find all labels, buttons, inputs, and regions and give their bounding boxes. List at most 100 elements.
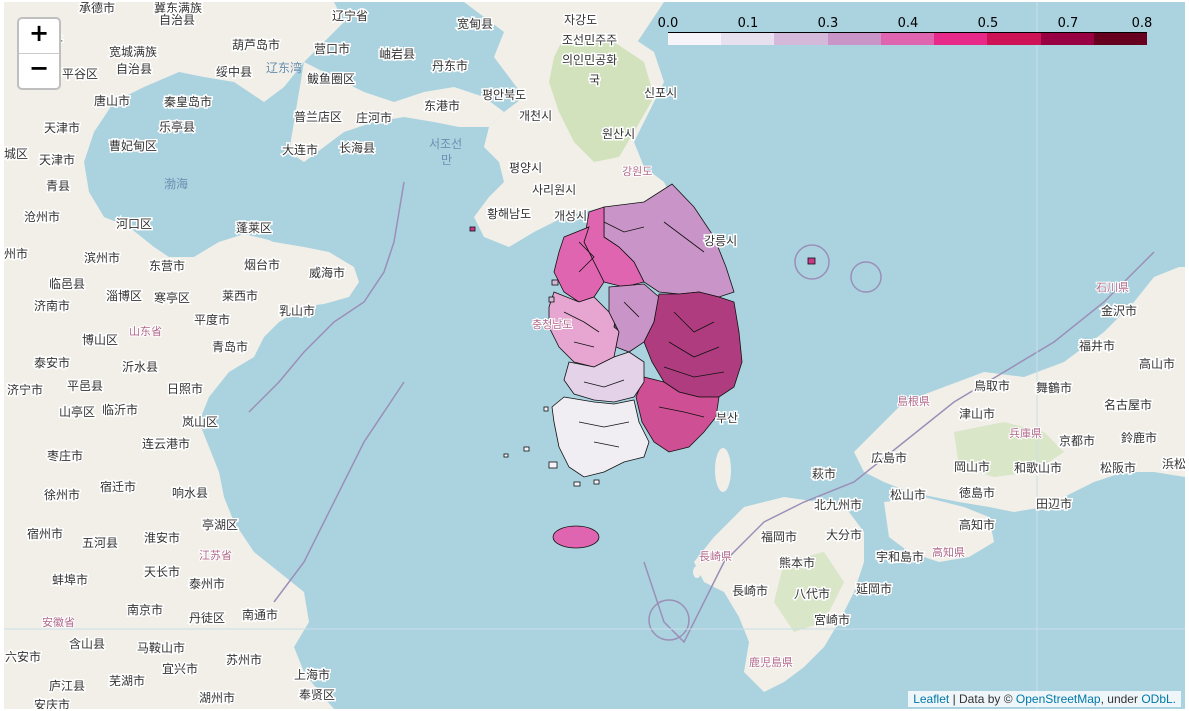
svg-text:济南市: 济南市 (34, 298, 70, 313)
legend-color-step (721, 33, 775, 45)
svg-text:响水县: 响水县 (172, 485, 208, 500)
svg-text:蚌埠市: 蚌埠市 (52, 572, 88, 587)
svg-text:丹徒区: 丹徒区 (189, 611, 225, 625)
svg-text:熊本市: 熊本市 (779, 555, 815, 570)
svg-text:葫芦岛市: 葫芦岛市 (232, 37, 280, 52)
svg-text:鳥取市: 鳥取市 (974, 378, 1010, 393)
svg-text:渤海: 渤海 (164, 176, 188, 191)
svg-text:自治县: 自治县 (116, 62, 152, 76)
svg-text:安徽省: 安徽省 (42, 615, 75, 629)
svg-text:亭湖区: 亭湖区 (202, 517, 238, 532)
svg-text:宿迁市: 宿迁市 (100, 479, 136, 494)
svg-text:普兰店区: 普兰店区 (294, 110, 342, 124)
svg-text:山东省: 山东省 (129, 325, 162, 338)
svg-text:马鞍山市: 马鞍山市 (137, 640, 185, 655)
zoom-in-button[interactable]: + (19, 19, 59, 54)
osm-link[interactable]: OpenStreetMap (1015, 692, 1101, 706)
region-gyeongnam (635, 376, 720, 453)
svg-text:宜兴市: 宜兴市 (162, 661, 198, 676)
region-jeonbuk (563, 351, 645, 403)
legend-tick: 0.4 (897, 16, 919, 31)
svg-text:황해남도: 황해남도 (487, 207, 531, 221)
svg-text:北九州市: 北九州市 (814, 497, 862, 512)
svg-text:福岡市: 福岡市 (761, 529, 797, 544)
legend-color-step (1093, 33, 1147, 45)
svg-text:天津市: 天津市 (39, 152, 75, 167)
region-jeju (552, 525, 600, 549)
north-korea-green (549, 37, 654, 162)
svg-text:長崎市: 長崎市 (732, 583, 768, 598)
svg-text:营口市: 营口市 (314, 41, 350, 56)
svg-text:만: 만 (441, 153, 452, 167)
legend-tick: 0.7 (1057, 16, 1079, 31)
svg-text:威海市: 威海市 (309, 265, 345, 280)
svg-text:唐山市: 唐山市 (94, 93, 130, 108)
svg-text:曹妃甸区: 曹妃甸区 (109, 139, 157, 153)
odbl-link[interactable]: ODbL. (1141, 692, 1176, 706)
svg-text:临沂市: 临沂市 (102, 402, 138, 417)
svg-text:淮安市: 淮安市 (144, 530, 180, 545)
legend-color-step (827, 33, 881, 45)
svg-text:江苏省: 江苏省 (199, 549, 232, 562)
svg-text:日照市: 日照市 (167, 381, 203, 396)
svg-text:鈴鹿市: 鈴鹿市 (1121, 430, 1157, 445)
svg-text:사리원시: 사리원시 (532, 183, 576, 197)
legend-color-step (668, 33, 722, 45)
svg-text:宽甸县: 宽甸县 (457, 16, 493, 31)
svg-text:조선민주주: 조선민주주 (562, 33, 617, 47)
svg-text:平邑县: 平邑县 (67, 379, 103, 393)
legend-color-step (1040, 33, 1094, 45)
svg-text:宽城满族: 宽城满族 (109, 44, 157, 59)
svg-text:山亭区: 山亭区 (59, 404, 95, 419)
legend-color-step (987, 33, 1041, 45)
zoom-control: + − (17, 17, 61, 90)
svg-text:河口区: 河口区 (116, 217, 152, 231)
map-container[interactable]: 承德市 冀东满族 自治县 营子 宽城满族 自治县 平谷区 唐山市 秦皇岛市 天津… (4, 2, 1185, 709)
svg-text:庐江县: 庐江县 (49, 678, 85, 693)
svg-text:岡山市: 岡山市 (954, 459, 990, 474)
svg-text:淄博区: 淄博区 (106, 288, 142, 303)
color-legend: 0.0 0.1 0.3 0.4 0.5 0.7 0.8 (658, 14, 1152, 54)
svg-text:大分市: 大分市 (826, 527, 862, 542)
svg-text:高山市: 高山市 (1139, 356, 1175, 371)
svg-text:蓬莱区: 蓬莱区 (236, 221, 272, 235)
svg-text:松山市: 松山市 (890, 487, 926, 502)
svg-text:金沢市: 金沢市 (1101, 303, 1137, 318)
legend-color-step (880, 33, 935, 45)
leaflet-link[interactable]: Leaflet (913, 692, 950, 706)
svg-text:평안북도: 평안북도 (482, 88, 526, 102)
svg-text:和歌山市: 和歌山市 (1014, 460, 1062, 475)
svg-text:長崎県: 長崎県 (699, 549, 732, 563)
svg-text:泰州市: 泰州市 (189, 576, 225, 591)
legend-tick: 0.5 (977, 16, 999, 31)
svg-text:连云港市: 连云港市 (142, 436, 190, 451)
svg-text:东港市: 东港市 (424, 98, 460, 113)
svg-text:绥中县: 绥中县 (216, 64, 252, 79)
svg-text:湖州市: 湖州市 (199, 690, 235, 705)
japan-shikoku (884, 497, 994, 562)
svg-text:济宁市: 济宁市 (7, 382, 43, 397)
svg-text:鲅鱼圈区: 鲅鱼圈区 (307, 72, 355, 86)
svg-text:自治县: 自治县 (159, 13, 195, 27)
tsushima (715, 448, 731, 492)
svg-text:岚山区: 岚山区 (182, 415, 218, 429)
svg-text:上海市: 上海市 (294, 667, 330, 682)
choropleth-layer (469, 183, 816, 549)
svg-text:신포시: 신포시 (644, 86, 677, 100)
legend-tick: 0.8 (1131, 16, 1153, 31)
svg-text:冀东满族: 冀东满族 (154, 2, 202, 15)
svg-text:田辺市: 田辺市 (1036, 496, 1072, 511)
legend-color-bar (668, 32, 1147, 45)
svg-text:津山市: 津山市 (959, 406, 995, 421)
svg-text:広島市: 広島市 (871, 450, 907, 465)
japan-honshu (854, 267, 1185, 512)
svg-text:秦皇岛市: 秦皇岛市 (164, 94, 212, 109)
legend-tick: 0.1 (737, 16, 759, 31)
svg-text:天长市: 天长市 (144, 564, 180, 579)
zoom-out-button[interactable]: − (28, 54, 50, 82)
attribution-text: , under (1100, 692, 1142, 706)
svg-text:宮崎市: 宮崎市 (814, 612, 850, 627)
svg-text:개천시: 개천시 (519, 108, 552, 123)
map-labels: 承德市 冀东满族 自治县 营子 宽城满族 自治县 平谷区 唐山市 秦皇岛市 天津… (4, 2, 1185, 709)
svg-text:延岡市: 延岡市 (856, 581, 892, 596)
